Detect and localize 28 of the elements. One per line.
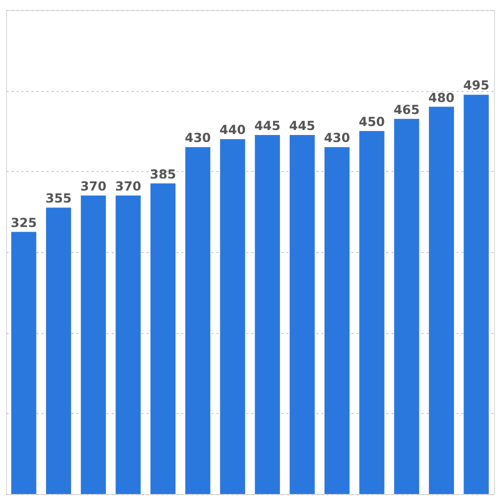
bar xyxy=(324,147,350,494)
bar xyxy=(116,196,141,494)
data-label: 430 xyxy=(184,130,212,146)
bar xyxy=(359,131,384,494)
data-label: 440 xyxy=(220,122,246,138)
data-label: 370 xyxy=(115,178,142,194)
data-label: 325 xyxy=(10,214,37,230)
bar xyxy=(428,106,454,494)
data-label: 370 xyxy=(80,178,107,194)
bar xyxy=(464,94,489,494)
bar xyxy=(220,139,246,494)
bar xyxy=(46,208,72,494)
bar xyxy=(254,135,280,494)
bar xyxy=(150,183,176,494)
data-label: 430 xyxy=(324,130,350,146)
data-label: 445 xyxy=(289,118,316,134)
bar xyxy=(290,135,315,494)
data-label: 480 xyxy=(428,90,455,105)
bar xyxy=(80,196,106,494)
bar xyxy=(185,147,210,494)
data-label: 445 xyxy=(254,118,280,134)
data-label: 465 xyxy=(394,102,420,117)
data-label: 495 xyxy=(463,78,490,93)
bar xyxy=(11,232,36,494)
data-label: 385 xyxy=(150,166,176,182)
bar xyxy=(394,118,420,494)
data-label: 450 xyxy=(358,114,386,129)
data-label: 355 xyxy=(46,190,72,206)
